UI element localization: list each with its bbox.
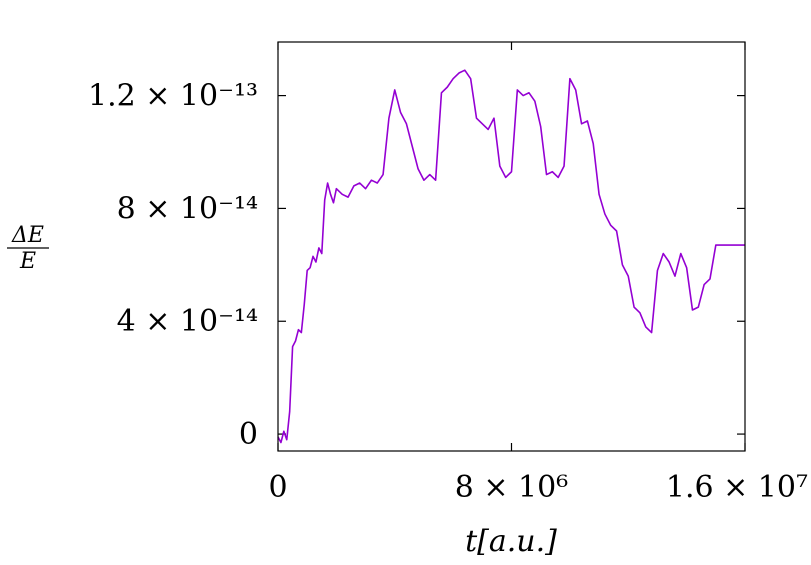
y-axis-label-denominator: E: [19, 249, 36, 274]
y-tick-label: 8 × 10⁻¹⁴: [117, 191, 258, 226]
series-line-0: [277, 69, 745, 444]
x-axis-label: t[a.u.]: [465, 524, 557, 559]
y-tick-label: 1.2 × 10⁻¹³: [88, 79, 258, 114]
y-tick-label: 4 × 10⁻¹⁴: [117, 304, 258, 339]
series-layer: [277, 69, 745, 444]
x-tick-label: 0: [268, 470, 287, 505]
tick-labels: 0 4 × 10⁻¹⁴ 8 × 10⁻¹⁴ 1.2 × 10⁻¹³ 0 8 × 10⁶ 1.…: [88, 79, 808, 505]
y-axis-label-numerator: ΔE: [11, 223, 44, 248]
axis-ticks: [277, 42, 746, 451]
y-axis-label: ΔE E: [7, 223, 49, 274]
x-tick-label: 1.6 × 10⁷: [666, 470, 808, 505]
x-tick-label: 8 × 10⁶: [455, 470, 569, 505]
plot-frame: [277, 41, 746, 452]
y-tick-label: 0: [239, 417, 258, 452]
